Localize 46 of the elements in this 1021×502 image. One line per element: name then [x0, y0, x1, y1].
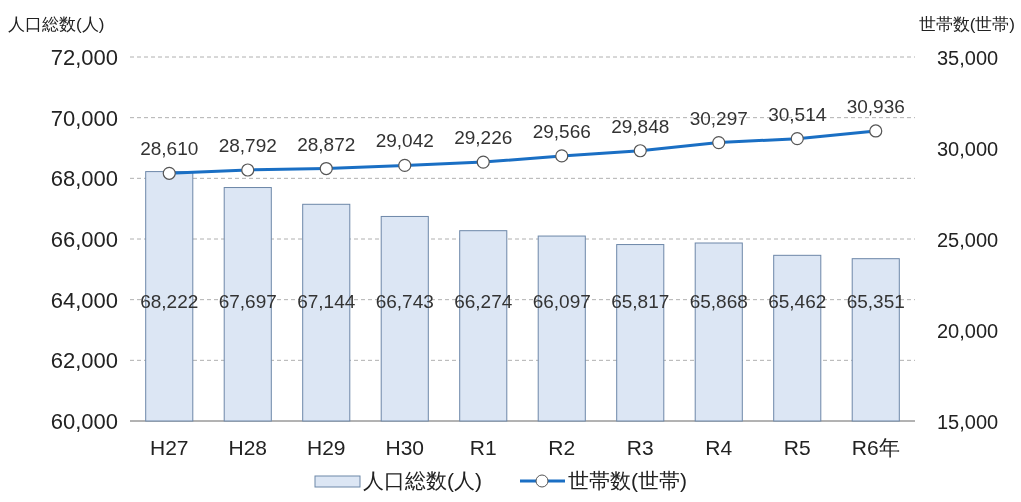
data-label: 65,351 [846, 290, 905, 312]
y2-axis-title: 世帯数(世帯) [918, 15, 1015, 34]
data-label: 28,610 [140, 138, 199, 160]
data-label: 30,514 [768, 103, 827, 125]
legend-label: 世帯数(世帯) [568, 469, 687, 492]
data-label: 66,743 [375, 290, 434, 312]
data-label: 29,042 [375, 130, 434, 152]
x-tick-label: H29 [306, 436, 346, 459]
data-label: 30,297 [689, 107, 748, 129]
x-tick-label: H28 [228, 436, 268, 459]
y-axis-title: 人口総数(人) [8, 15, 105, 34]
y-tick-label: 62,000 [50, 348, 118, 374]
y2-tick-label: 30,000 [937, 138, 999, 160]
data-label: 28,792 [218, 134, 277, 156]
data-label: 30,936 [846, 95, 905, 117]
y2-tick-label: 20,000 [937, 320, 999, 342]
x-tick-label: H30 [385, 436, 425, 459]
legend-label: 人口総数(人) [363, 469, 482, 492]
y2-tick-label: 15,000 [937, 411, 999, 433]
y-tick-label: 72,000 [50, 45, 118, 70]
y-tick-label: 68,000 [50, 166, 118, 192]
y-tick-label: 60,000 [50, 409, 118, 434]
data-label: 67,144 [297, 290, 356, 312]
x-tick-label: H27 [149, 436, 189, 459]
y-tick-label: 70,000 [50, 105, 118, 131]
x-tick-label: R4 [705, 436, 733, 459]
y2-tick-label: 25,000 [937, 229, 999, 251]
x-tick-label: R3 [626, 436, 654, 459]
data-label: 66,097 [532, 290, 591, 312]
y-tick-label: 66,000 [50, 227, 118, 252]
x-tick-label: R5 [783, 436, 811, 459]
data-label: 68,222 [140, 290, 199, 312]
data-label: 66,274 [454, 290, 513, 312]
data-label: 28,872 [297, 133, 356, 155]
data-label: 65,817 [611, 290, 670, 312]
x-tick-label: R6年 [851, 436, 900, 459]
data-label: 29,848 [611, 115, 670, 137]
data-label: 65,462 [768, 290, 827, 312]
y2-tick-label: 35,000 [937, 47, 999, 69]
data-label: 65,868 [689, 290, 748, 312]
data-label: 67,697 [218, 290, 277, 312]
data-label: 29,226 [454, 127, 513, 149]
y-tick-label: 64,000 [50, 287, 118, 313]
data-label: 29,566 [532, 120, 591, 142]
x-tick-label: R2 [548, 436, 576, 459]
x-tick-label: R1 [469, 436, 497, 459]
